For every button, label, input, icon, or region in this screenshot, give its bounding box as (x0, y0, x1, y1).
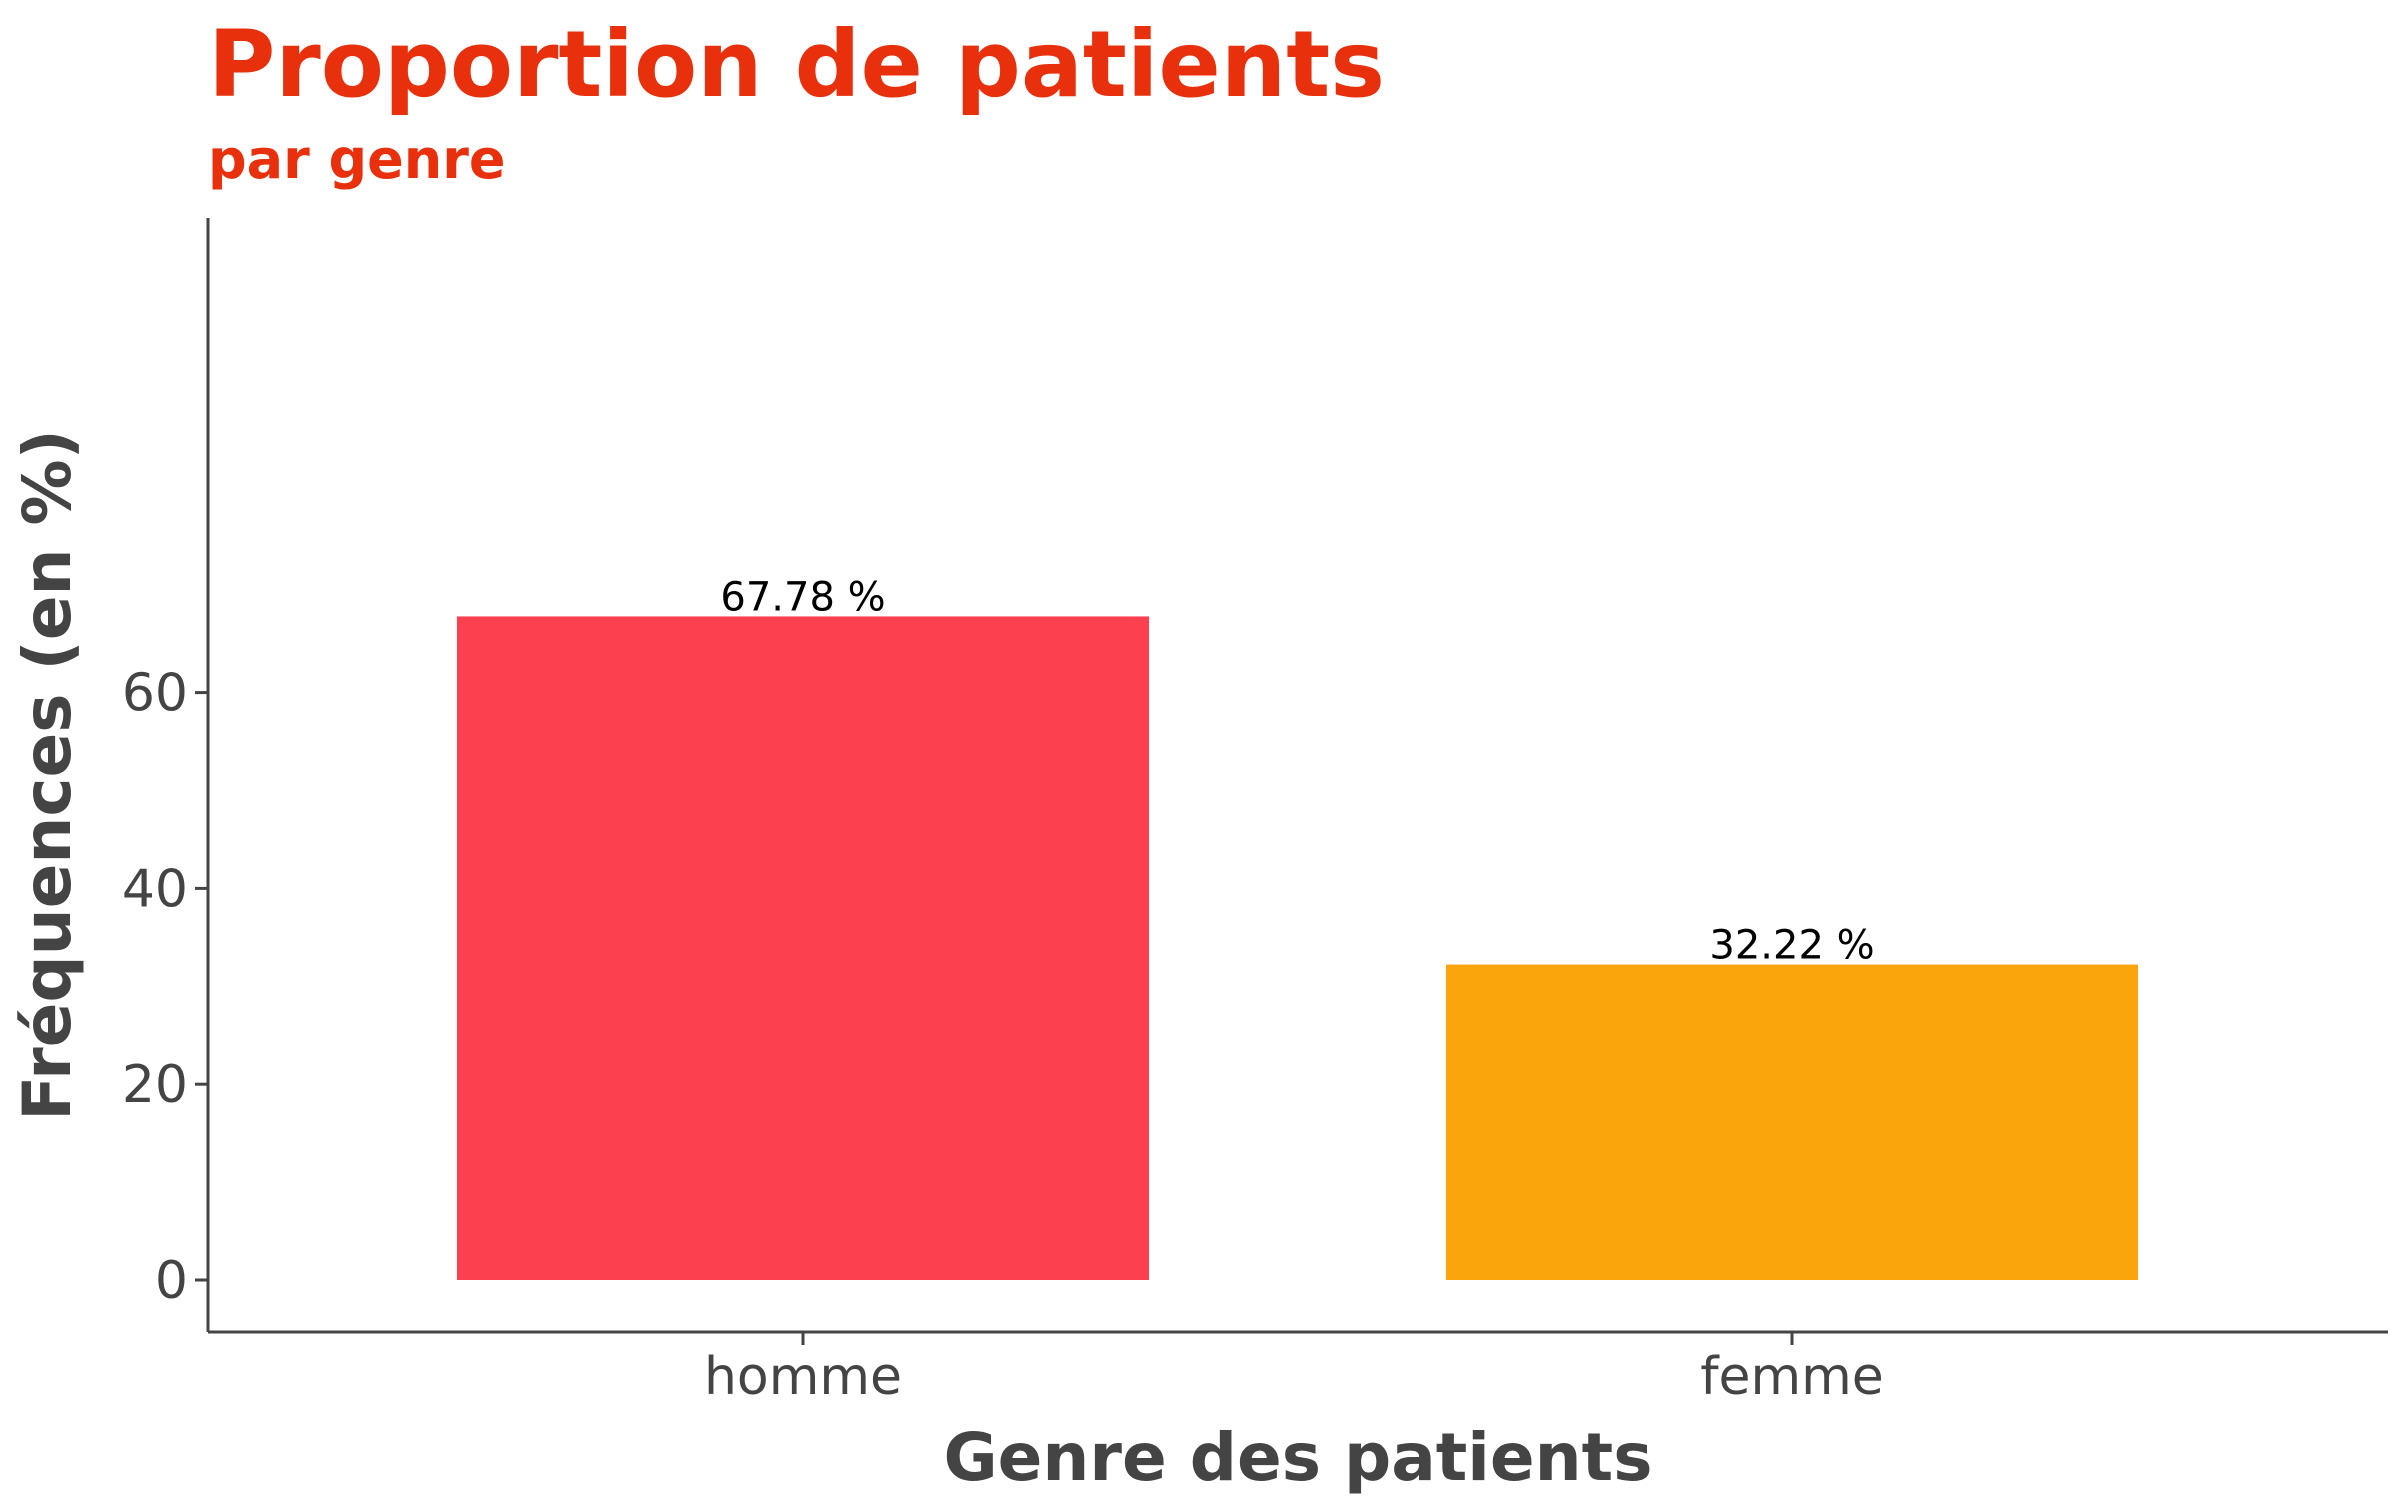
bar-labels-group: 67.78 % 32.22 % (720, 574, 1874, 968)
y-tick-label-40: 40 (122, 859, 188, 919)
bar-homme (457, 616, 1149, 1280)
x-axis-title: Genre des patients (943, 1419, 1652, 1496)
x-tick-label-femme: femme (1700, 1347, 1884, 1407)
y-tick-label-60: 60 (122, 664, 188, 724)
x-axis-ticks: homme femme (704, 1332, 1884, 1407)
bar-value-label-femme: 32.22 % (1709, 923, 1874, 969)
y-axis-ticks: 0 20 40 60 (122, 664, 208, 1311)
y-axis-title: Fréquences (en %) (9, 429, 86, 1121)
y-tick-label-0: 0 (155, 1251, 188, 1311)
y-tick-label-20: 20 (122, 1055, 188, 1115)
chart-title: Proportion de patients (208, 11, 1385, 118)
x-tick-label-homme: homme (704, 1347, 902, 1407)
chart-subtitle: par genre (208, 128, 506, 191)
bar-value-label-homme: 67.78 % (720, 574, 885, 620)
bars-group (457, 616, 2138, 1280)
bar-femme (1446, 964, 2138, 1280)
